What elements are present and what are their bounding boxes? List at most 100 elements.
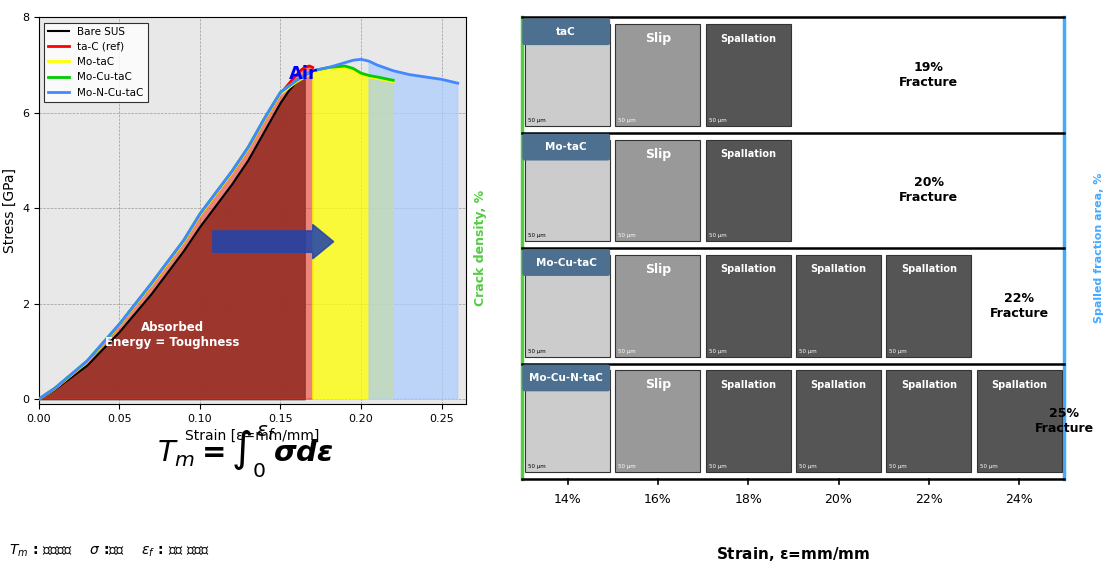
Bar bbox=[615, 24, 701, 126]
Text: 50 μm: 50 μm bbox=[889, 349, 907, 354]
Mo-N-Cu-taC bbox=[338, 59, 352, 66]
Text: 50 μm: 50 μm bbox=[800, 464, 817, 469]
Line: Bare SUS: Bare SUS bbox=[39, 77, 305, 399]
Mo-Cu-taC bbox=[145, 280, 159, 287]
Bare SUS bbox=[225, 181, 238, 188]
Text: 50 μm: 50 μm bbox=[528, 118, 546, 123]
Mo-Cu-taC bbox=[306, 68, 319, 74]
Text: $T_m$ : 인성계수    $\sigma$ :응력    $\epsilon_f$ : 파단 연신율: $T_m$ : 인성계수 $\sigma$ :응력 $\epsilon_f$ :… bbox=[9, 543, 211, 559]
Text: Spalled fraction area, %: Spalled fraction area, % bbox=[1095, 173, 1105, 323]
Mo-N-Cu-taC bbox=[451, 80, 465, 87]
Text: 50 μm: 50 μm bbox=[709, 349, 726, 354]
Mo-taC bbox=[387, 78, 400, 85]
Text: Spallation: Spallation bbox=[991, 380, 1047, 390]
Text: Slip: Slip bbox=[644, 148, 671, 160]
Mo-N-Cu-taC bbox=[81, 358, 94, 365]
Legend: Bare SUS, ta-C (ref), Mo-taC, Mo-Cu-taC, Mo-N-Cu-taC: Bare SUS, ta-C (ref), Mo-taC, Mo-Cu-taC,… bbox=[44, 23, 147, 102]
Mo-Cu-taC bbox=[242, 144, 255, 151]
Mo-Cu-taC bbox=[338, 62, 352, 69]
Mo-Cu-taC bbox=[32, 396, 45, 403]
Mo-Cu-taC bbox=[225, 167, 238, 174]
Bar bbox=[705, 140, 791, 241]
Mo-Cu-taC bbox=[370, 73, 384, 80]
Text: Mo-Cu-N-taC: Mo-Cu-N-taC bbox=[529, 373, 603, 383]
Y-axis label: Stress [GPa]: Stress [GPa] bbox=[2, 168, 17, 253]
Line: Mo-N-Cu-taC: Mo-N-Cu-taC bbox=[39, 59, 458, 399]
Bar bbox=[525, 370, 610, 472]
Mo-N-Cu-taC bbox=[346, 57, 359, 63]
ta-C (ref) bbox=[113, 322, 126, 329]
Bare SUS bbox=[242, 157, 255, 164]
Mo-taC bbox=[370, 75, 384, 82]
Mo-taC bbox=[49, 385, 62, 392]
Text: Mo-taC: Mo-taC bbox=[546, 142, 587, 152]
Bar bbox=[886, 255, 971, 357]
Bar bbox=[525, 255, 610, 357]
Text: Spallation: Spallation bbox=[720, 149, 776, 159]
Text: 50 μm: 50 μm bbox=[528, 233, 546, 238]
Mo-Cu-taC bbox=[274, 89, 287, 96]
Mo-N-Cu-taC bbox=[306, 68, 319, 74]
Bare SUS bbox=[81, 362, 94, 369]
Bar bbox=[796, 370, 882, 472]
Text: Spallation: Spallation bbox=[811, 380, 866, 390]
Text: 20%
Fracture: 20% Fracture bbox=[899, 177, 958, 204]
ta-C (ref) bbox=[295, 66, 308, 73]
Mo-N-Cu-taC bbox=[419, 73, 433, 80]
Mo-taC bbox=[289, 78, 303, 85]
ta-C (ref) bbox=[274, 90, 287, 97]
Text: 50 μm: 50 μm bbox=[709, 233, 726, 238]
Bar bbox=[886, 370, 971, 472]
Text: 50 μm: 50 μm bbox=[889, 464, 907, 469]
ta-C (ref) bbox=[49, 385, 62, 392]
FancyArrow shape bbox=[213, 224, 334, 259]
Mo-taC bbox=[242, 145, 255, 152]
Mo-Cu-taC bbox=[177, 237, 191, 243]
Bare SUS bbox=[49, 386, 62, 393]
Bare SUS bbox=[257, 129, 271, 136]
Mo-Cu-taC bbox=[113, 321, 126, 328]
Text: 14%: 14% bbox=[553, 493, 581, 507]
Text: Strain, $\boldsymbol{\varepsilon}$=mm/mm: Strain, $\boldsymbol{\varepsilon}$=mm/mm bbox=[716, 545, 871, 563]
Line: Mo-taC: Mo-taC bbox=[39, 68, 394, 399]
Mo-N-Cu-taC bbox=[289, 77, 303, 84]
Text: $\boldsymbol{T_m = \int_0^{\epsilon_f} \sigma d\epsilon}$: $\boldsymbol{T_m = \int_0^{\epsilon_f} \… bbox=[156, 424, 334, 481]
Text: Slip: Slip bbox=[644, 263, 671, 276]
Text: Spallation: Spallation bbox=[720, 264, 776, 275]
Text: Spallation: Spallation bbox=[720, 33, 776, 44]
Polygon shape bbox=[369, 61, 458, 399]
Text: Absorbed
Energy = Toughness: Absorbed Energy = Toughness bbox=[105, 321, 240, 349]
Bar bbox=[615, 370, 701, 472]
Text: 50 μm: 50 μm bbox=[709, 464, 726, 469]
Mo-N-Cu-taC bbox=[355, 56, 368, 63]
Mo-Cu-taC bbox=[346, 65, 359, 72]
Mo-taC bbox=[193, 212, 206, 219]
Text: 50 μm: 50 μm bbox=[619, 118, 637, 123]
Bar bbox=[977, 370, 1061, 472]
Bare SUS bbox=[274, 100, 287, 107]
Bare SUS bbox=[282, 88, 295, 95]
Text: 50 μm: 50 μm bbox=[619, 349, 637, 354]
ta-C (ref) bbox=[32, 396, 45, 403]
ta-C (ref) bbox=[298, 64, 312, 71]
Mo-N-Cu-taC bbox=[257, 115, 271, 122]
Mo-N-Cu-taC bbox=[49, 385, 62, 392]
Mo-taC bbox=[363, 73, 376, 80]
Bare SUS bbox=[289, 78, 303, 85]
ta-C (ref) bbox=[225, 169, 238, 176]
ta-C (ref) bbox=[81, 358, 94, 365]
ta-C (ref) bbox=[306, 64, 319, 71]
Bare SUS bbox=[298, 73, 312, 80]
ta-C (ref) bbox=[289, 71, 303, 78]
FancyBboxPatch shape bbox=[523, 134, 610, 160]
Text: 22%
Fracture: 22% Fracture bbox=[989, 292, 1049, 320]
Bar bbox=[705, 24, 791, 126]
Text: Slip: Slip bbox=[644, 32, 671, 45]
Text: Air: Air bbox=[288, 65, 317, 83]
Text: 50 μm: 50 μm bbox=[979, 464, 997, 469]
Text: 19%
Fracture: 19% Fracture bbox=[899, 61, 958, 89]
Polygon shape bbox=[39, 66, 313, 399]
ta-C (ref) bbox=[177, 238, 191, 245]
Bar bbox=[525, 140, 610, 241]
Text: 25%
Fracture: 25% Fracture bbox=[1035, 407, 1093, 435]
